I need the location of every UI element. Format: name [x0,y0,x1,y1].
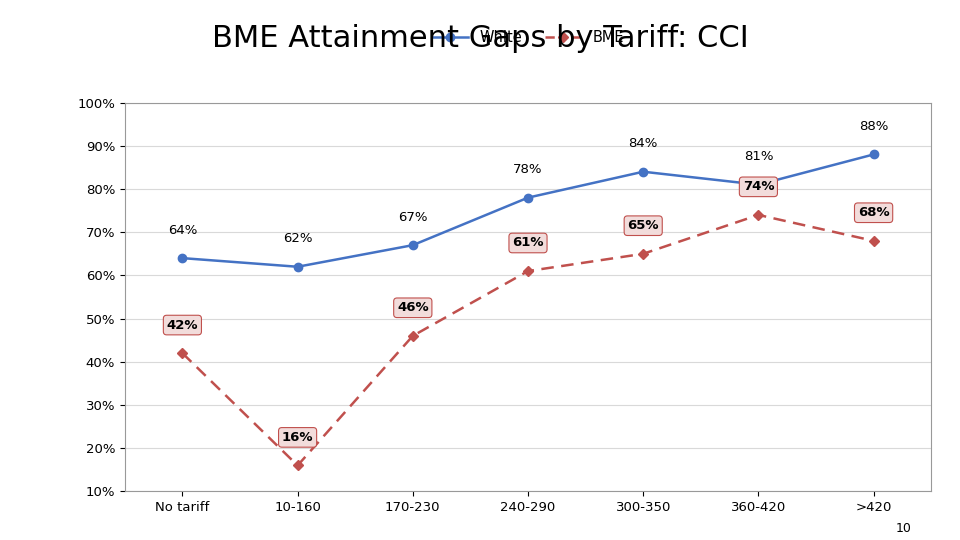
Text: 42%: 42% [167,319,198,332]
Text: 65%: 65% [628,219,659,232]
Text: 68%: 68% [858,206,889,219]
Text: 64%: 64% [168,224,197,237]
Text: 10: 10 [896,522,912,535]
Text: 46%: 46% [397,301,428,314]
Text: 78%: 78% [514,163,542,176]
Text: 84%: 84% [629,137,658,150]
Text: 81%: 81% [744,150,773,163]
Text: 16%: 16% [282,431,313,444]
Text: 88%: 88% [859,120,888,133]
Text: 62%: 62% [283,232,312,245]
Text: 61%: 61% [513,237,543,249]
Text: 74%: 74% [743,180,774,193]
Text: BME Attainment Gaps by Tariff: CCI: BME Attainment Gaps by Tariff: CCI [211,24,749,53]
Text: 67%: 67% [398,211,427,224]
Legend: White, BME: White, BME [426,24,630,51]
